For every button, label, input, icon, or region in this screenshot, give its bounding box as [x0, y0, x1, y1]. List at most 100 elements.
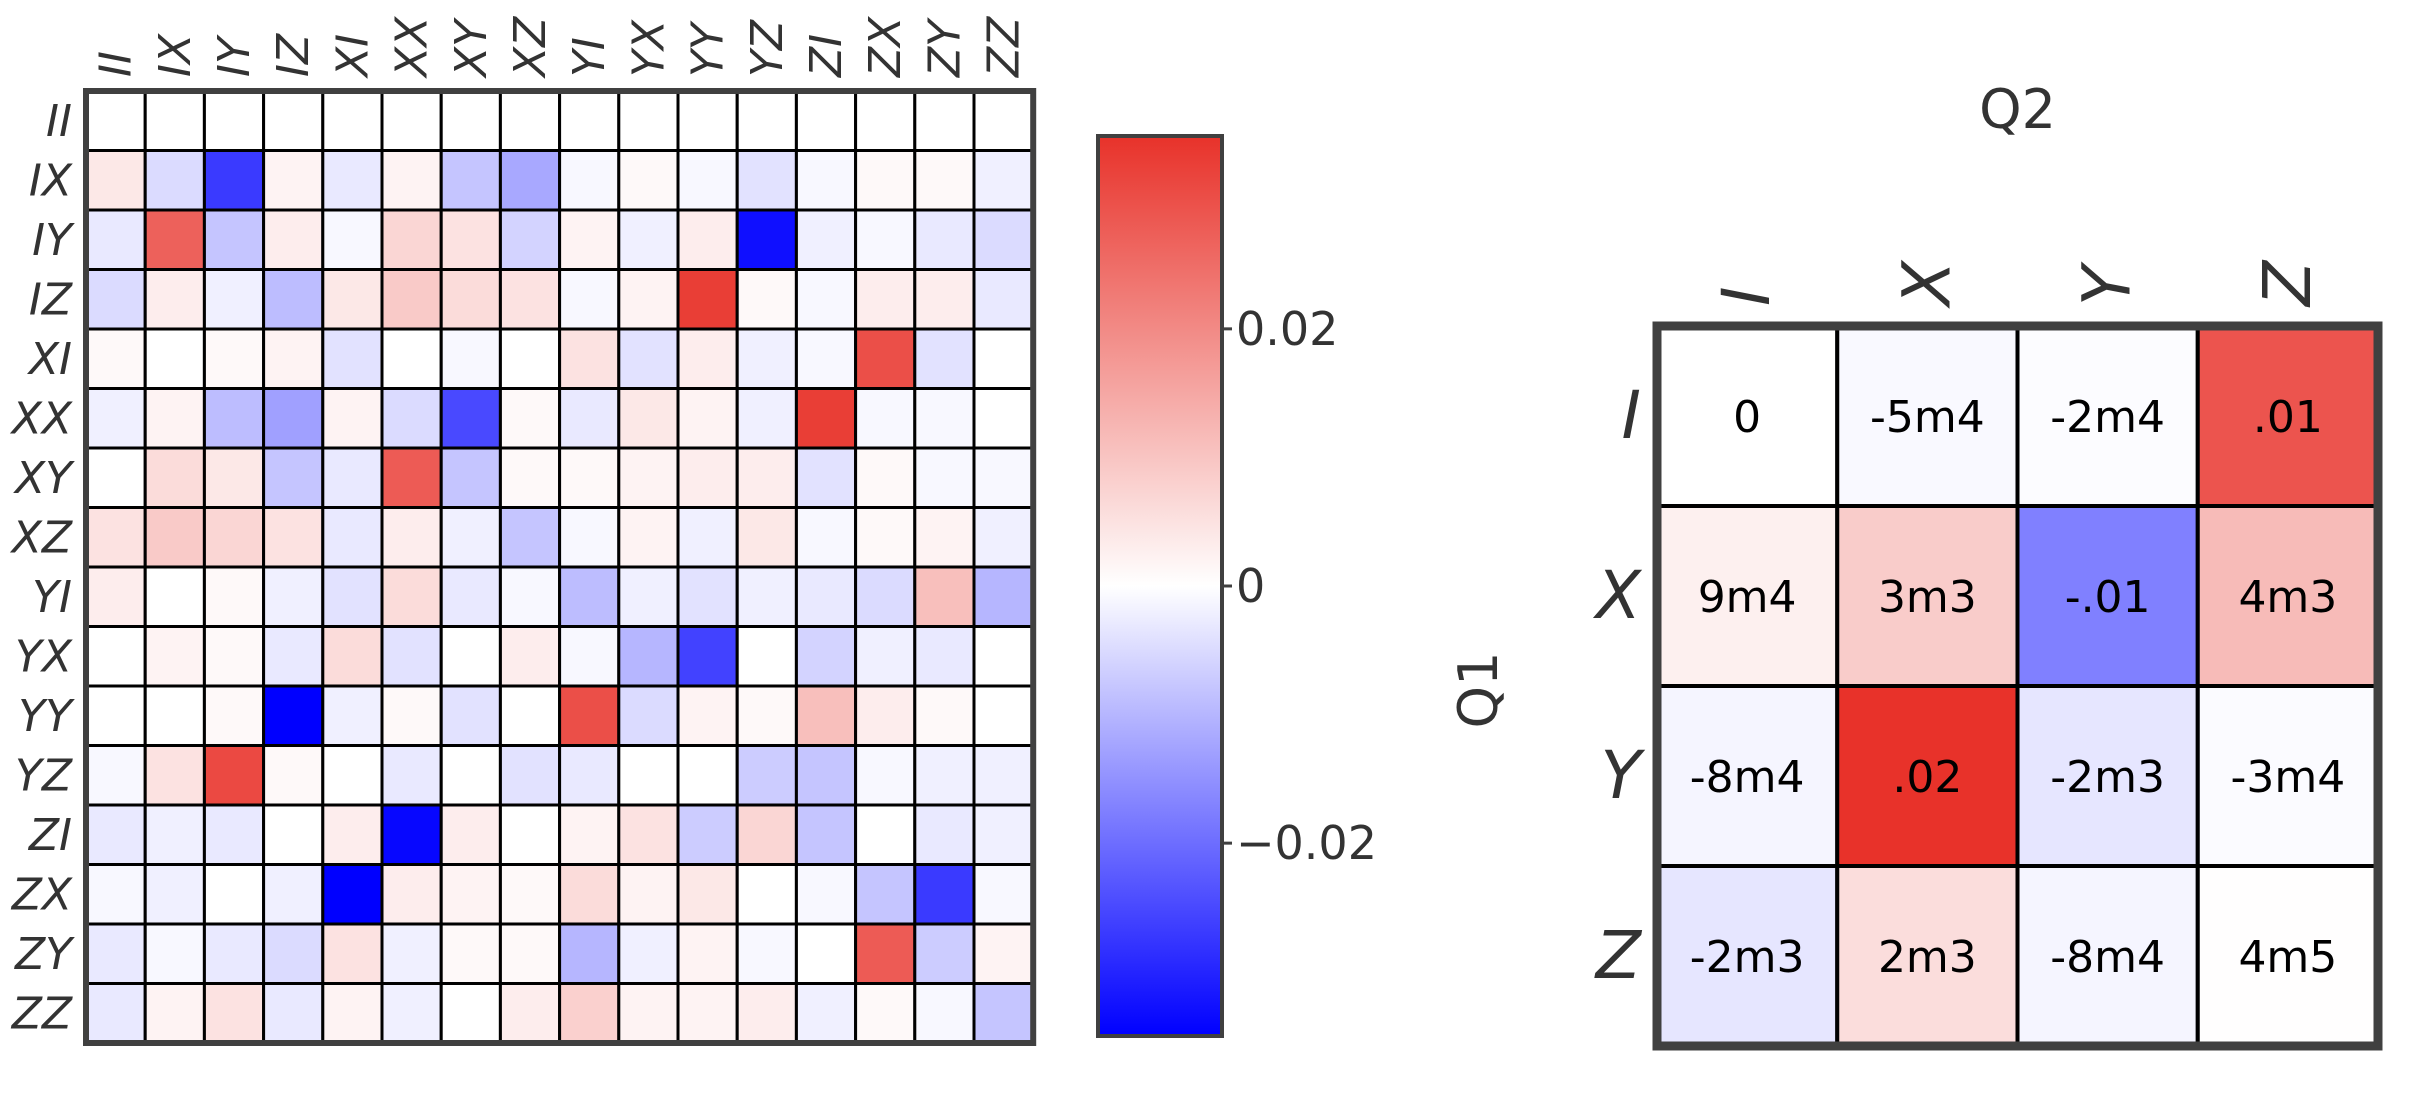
- heatmap-cell-XI-YI: [558, 327, 621, 390]
- heatmap-cell-YX-YZ: [735, 625, 798, 688]
- heatmap-cell-ZZ-ZZ: [972, 982, 1035, 1045]
- cell-value-label: -3m4: [2231, 752, 2346, 803]
- heatmap-cell-XX-YZ: [735, 387, 798, 450]
- heatmap-cell-ZZ-YY: [676, 982, 739, 1045]
- heatmap-cell-ZI-XI: [321, 803, 384, 866]
- heatmap-cell-XZ-IZ: [262, 506, 325, 569]
- heatmap-cell-XX-XI: [321, 387, 384, 450]
- heatmap-cell-ZX-XI: [321, 863, 384, 926]
- heatmap-cell-YZ-ZY: [913, 744, 976, 807]
- heatmap-cell-IY-XY: [439, 208, 502, 271]
- heatmap-cell-ZY-YY: [676, 922, 739, 985]
- heatmap-cell-ZX-XZ: [498, 863, 562, 926]
- heatmap-cell-ZX-ZY: [913, 863, 976, 926]
- heatmap-cell-ZI-IZ: [262, 803, 325, 866]
- heatmap-cell-ZY-ZX: [854, 922, 917, 985]
- heatmap-cell-IZ-II: [84, 268, 147, 331]
- heatmap-cell-II-IZ: [262, 89, 325, 152]
- heatmap-cell-ZY-II: [84, 922, 147, 985]
- row-label-ZI: ZI: [28, 810, 72, 861]
- heatmap-cell-ZY-IY: [202, 922, 266, 985]
- heatmap-cell-ZZ-ZI: [794, 982, 858, 1045]
- heatmap-cell-IX-YX: [617, 149, 680, 212]
- heatmap-cell-XI-YZ: [735, 327, 798, 390]
- heatmap-cell-YX-XY: [439, 625, 502, 688]
- column-label-YZ: YZ: [742, 19, 793, 77]
- cell-value-label: -2m3: [1690, 932, 1805, 983]
- heatmap-cell-ZX-II: [84, 863, 147, 926]
- heatmap-cell-XZ-ZI: [794, 506, 858, 569]
- heatmap-cell-XX-IX: [143, 387, 206, 450]
- heatmap-cell-YI-ZI: [794, 565, 858, 628]
- heatmap-cell-XI-YX: [617, 327, 680, 390]
- heatmap-cell-II-YX: [617, 89, 680, 152]
- q1-label-X: X: [1593, 557, 1643, 634]
- heatmap-cell-IY-XI: [321, 208, 384, 271]
- heatmap-cell-ZI-ZI: [794, 803, 858, 866]
- heatmap-cell-ZX-YX: [617, 863, 680, 926]
- heatmap-cell-YX-IY: [202, 625, 266, 688]
- heatmap-cell-ZZ-YX: [617, 982, 680, 1045]
- heatmap-cell-XI-ZY: [913, 327, 976, 390]
- heatmap-cell-XZ-II: [84, 506, 147, 569]
- heatmap-cell-IX-ZI: [794, 149, 858, 212]
- heatmap-cell-YY-IZ: [262, 684, 325, 747]
- heatmap-cell-YZ-ZZ: [972, 744, 1035, 807]
- heatmap-cell-XI-XI: [321, 327, 384, 390]
- heatmap-cell-YI-ZY: [913, 565, 976, 628]
- heatmap-cell-XX-XY: [439, 387, 502, 450]
- heatmap-cell-IZ-YY: [676, 268, 739, 331]
- heatmap-cell-XI-XZ: [498, 327, 562, 390]
- heatmap-cell-YY-ZX: [854, 684, 917, 747]
- column-label-YI: YI: [564, 37, 615, 77]
- heatmap-cell-YZ-YI: [558, 744, 621, 807]
- cell-value-label: -2m3: [2050, 752, 2165, 803]
- heatmap-cell-XZ-ZZ: [972, 506, 1035, 569]
- heatmap-cell-IZ-ZZ: [972, 268, 1035, 331]
- heatmap-cell-IZ-XY: [439, 268, 502, 331]
- row-label-IY: IY: [32, 215, 75, 266]
- heatmap-cell-YY-ZY: [913, 684, 976, 747]
- heatmap-cell-ZY-YI: [558, 922, 621, 985]
- heatmap-cell-II-YZ: [735, 89, 798, 152]
- heatmap-cell-YY-XX: [380, 684, 443, 747]
- heatmap-cell-YZ-XY: [439, 744, 502, 807]
- heatmap-cell-XI-XX: [380, 327, 443, 390]
- heatmap-cell-ZI-YZ: [735, 803, 798, 866]
- cell-value-label: 4m5: [2238, 932, 2337, 983]
- cell-value-label: 9m4: [1698, 572, 1797, 623]
- row-label-ZY: ZY: [14, 929, 75, 980]
- heatmap-cell-XZ-XZ: [498, 506, 562, 569]
- heatmap-cell-XX-YX: [617, 387, 680, 450]
- cell-value-label: 2m3: [1878, 932, 1977, 983]
- heatmap-cell-IX-XZ: [498, 149, 562, 212]
- q2-label-X: X: [1888, 259, 1965, 309]
- heatmap-cell-IX-YI: [558, 149, 621, 212]
- column-label-XI: XI: [327, 34, 378, 79]
- heatmap-cell-IY-II: [84, 208, 147, 271]
- heatmap-cell-YY-ZI: [794, 684, 858, 747]
- heatmap-cell-XI-ZZ: [972, 327, 1035, 390]
- row-label-XI: XI: [27, 334, 72, 385]
- heatmap-cell-IX-ZX: [854, 149, 917, 212]
- row-label-XY: XY: [13, 453, 75, 504]
- row-label-IZ: IZ: [29, 274, 73, 325]
- heatmap-cell-XY-II: [84, 446, 147, 509]
- cell-value-label: -8m4: [1690, 752, 1805, 803]
- heatmap-cell-YI-YY: [676, 565, 739, 628]
- heatmap-cell-ZY-XI: [321, 922, 384, 985]
- heatmap-cell-ZY-IX: [143, 922, 206, 985]
- heatmap-cell-YZ-II: [84, 744, 147, 807]
- heatmap-cell-XX-ZX: [854, 387, 917, 450]
- heatmap-cell-YY-II: [84, 684, 147, 747]
- heatmap-cell-YZ-YZ: [735, 744, 798, 807]
- heatmap-cell-YI-XZ: [498, 565, 562, 628]
- heatmap-cell-II-YI: [558, 89, 621, 152]
- column-label-IX: IX: [150, 33, 201, 77]
- heatmap-cell-YX-XZ: [498, 625, 562, 688]
- heatmap-cell-II-XY: [439, 89, 502, 152]
- cell-Y-Y: [2015, 684, 2200, 868]
- heatmap-cell-XI-II: [84, 327, 147, 390]
- heatmap-cell-XY-ZZ: [972, 446, 1035, 509]
